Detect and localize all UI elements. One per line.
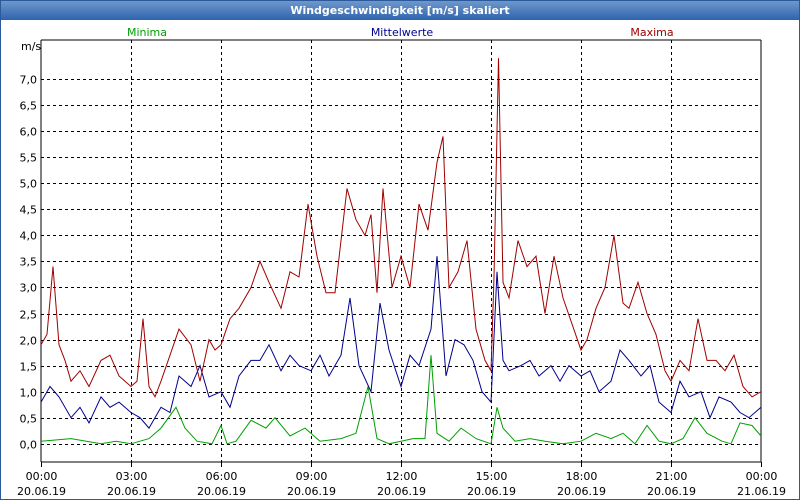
- y-tick-label: 5,5: [20, 152, 38, 165]
- x-tick-date: 20.06.19: [467, 485, 516, 498]
- y-axis-label: m/s: [21, 40, 41, 53]
- legend-mittelwerte: Mittelwerte: [371, 26, 434, 39]
- y-tick-label: 5,0: [20, 178, 38, 191]
- x-tick-date: 20.06.19: [377, 485, 426, 498]
- series-lines: [40, 58, 762, 445]
- x-tick-time: 09:00: [296, 470, 328, 483]
- x-tick-date: 20.06.19: [647, 485, 696, 498]
- x-tick-time: 00:00: [26, 470, 58, 483]
- y-tick-label: 2,5: [20, 309, 38, 322]
- x-tick-date: 20.06.19: [557, 485, 606, 498]
- y-tick-label: 3,0: [20, 282, 38, 295]
- y-tick-label: 0,5: [20, 413, 38, 426]
- y-tick-label: 4,0: [20, 230, 38, 243]
- legend-minima: Minima: [127, 26, 167, 39]
- grid-lines: [41, 40, 762, 467]
- series-line-minima: [40, 355, 762, 445]
- x-tick-date: 20.06.19: [107, 485, 156, 498]
- y-tick-label: 6,0: [20, 126, 38, 139]
- x-tick-time: 00:00: [746, 470, 778, 483]
- legend-maxima: Maxima: [630, 26, 673, 39]
- x-tick-time: 15:00: [476, 470, 508, 483]
- x-tick-date: 20.06.19: [17, 485, 66, 498]
- chart-title: Windgeschwindigkeit [m/s] skaliert: [1, 1, 799, 20]
- x-tick-time: 21:00: [656, 470, 688, 483]
- y-tick-label: 3,5: [20, 256, 38, 269]
- y-tick-label: 6,5: [20, 100, 38, 113]
- y-tick-label: 0,0: [20, 439, 38, 452]
- y-tick-label: 4,5: [20, 204, 38, 217]
- x-tick-date: 20.06.19: [287, 485, 336, 498]
- y-tick-label: 1,5: [20, 361, 38, 374]
- x-tick-time: 03:00: [116, 470, 148, 483]
- x-tick-labels: 00:00 20.06.19 03:00 20.06.19 06:00 20.06.19 0…: [17, 470, 786, 498]
- x-tick-date: 20.06.19: [197, 485, 246, 498]
- series-line-mittelwerte: [40, 256, 762, 429]
- y-tick-label: 7,0: [20, 74, 38, 87]
- wind-speed-chart: m/s Minima Mittelwerte Maxima 0,0 0,5 1,0 1…: [17, 26, 786, 498]
- series-line-maxima: [40, 58, 762, 399]
- y-tick-labels: 0,0 0,5 1,0 1,5 2,0 2,5 3,0 3,5 4,0 4,5 5,0 5,5 6,0 6…: [20, 74, 38, 452]
- x-tick-time: 18:00: [566, 470, 598, 483]
- x-tick-date: 21.06.19: [737, 485, 786, 498]
- y-tick-label: 2,0: [20, 335, 38, 348]
- x-tick-time: 06:00: [206, 470, 238, 483]
- x-tick-time: 12:00: [386, 470, 418, 483]
- y-tick-label: 1,0: [20, 387, 38, 400]
